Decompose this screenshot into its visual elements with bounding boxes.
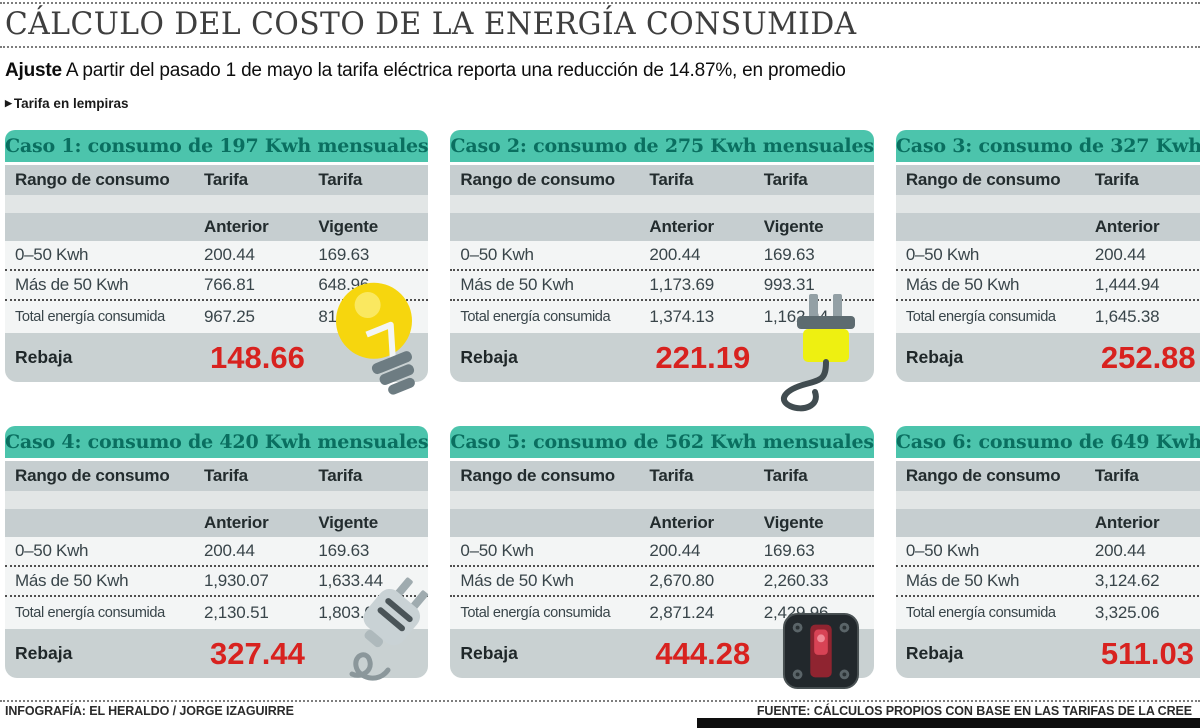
col-header-vigente: Vigente bbox=[318, 217, 379, 236]
table-row: 0–50 Kwh 200.44 169.63 bbox=[895, 241, 1200, 271]
subtitle: Ajuste A partir del pasado 1 de mayo la … bbox=[5, 60, 846, 82]
rebaja-label: Rebaja bbox=[15, 347, 73, 367]
spacer-band bbox=[5, 195, 429, 213]
table-row: 0–50 Kwh 200.44 169.63 bbox=[5, 537, 429, 567]
case-4-title: Caso 4: consumo de 420 Kwh mensuales bbox=[5, 426, 429, 458]
table-row: Más de 50 Kwh 2,670.80 2,260.33 bbox=[450, 567, 874, 597]
col-header-tarifa-1: Tarifa bbox=[204, 170, 248, 189]
table-header-row: Rango de consumo Tarifa Tarifa bbox=[450, 165, 874, 195]
table-row: Más de 50 Kwh 1,444.94 1,222.87 bbox=[895, 271, 1200, 301]
rebaja-value: 148.66 bbox=[210, 339, 305, 375]
table-header-row: Rango de consumo Tarifa Tarifa bbox=[450, 461, 874, 491]
table-subheader-row: Anterior Vigente bbox=[895, 213, 1200, 241]
table-row: 0–50 Kwh 200.44 169.63 bbox=[5, 241, 429, 271]
subtitle-text: A partir del pasado 1 de mayo la tarifa … bbox=[61, 60, 846, 81]
table-subheader-row: Anterior Vigente bbox=[450, 509, 874, 537]
table-header-row: Rango de consumo Tarifa Tarifa bbox=[895, 461, 1200, 491]
case-1-card: Caso 1: consumo de 197 Kwh mensuales Ran… bbox=[5, 130, 429, 395]
table-subheader-row: Anterior Vigente bbox=[450, 213, 874, 241]
table-row: Más de 50 Kwh 1,173.69 993.31 bbox=[450, 271, 874, 301]
rebaja-row: Rebaja 148.66 bbox=[5, 333, 429, 382]
case-6-title: Caso 6: consumo de 649 Kwh mensuales bbox=[895, 426, 1200, 458]
rebaja-row: Rebaja 252.88 bbox=[895, 333, 1200, 382]
case-3-card: Caso 3: consumo de 327 Kwh mensuales Ran… bbox=[895, 130, 1200, 382]
light-switch-icon bbox=[782, 612, 860, 690]
rebaja-value: 444.28 bbox=[655, 635, 751, 671]
spacer-band bbox=[895, 491, 1200, 509]
case-6-card: Caso 6: consumo de 649 Kwh mensuales Ran… bbox=[895, 426, 1200, 678]
power-plug-icon bbox=[330, 574, 442, 696]
case-2-title: Caso 2: consumo de 275 Kwh mensuales bbox=[450, 130, 874, 162]
case-5-card: Caso 5: consumo de 562 Kwh mensuales Ran… bbox=[450, 426, 874, 690]
rebaja-value: 252.88 bbox=[1100, 339, 1196, 375]
case-3-title: Caso 3: consumo de 327 Kwh mensuales bbox=[895, 130, 1200, 162]
table-row-total: Total energía consumida 2,130.51 1,803.0… bbox=[5, 597, 429, 629]
spacer-band bbox=[450, 195, 874, 213]
table-row: Más de 50 Kwh 3,124.62 2,644.40 bbox=[895, 567, 1200, 597]
rebaja-row: Rebaja 511.03 bbox=[895, 629, 1200, 678]
unit-note: ▶ Tarifa en lempiras bbox=[5, 96, 128, 111]
case-4-card: Caso 4: consumo de 420 Kwh mensuales Ran… bbox=[5, 426, 429, 681]
table-subheader-row: Anterior Vigente bbox=[895, 509, 1200, 537]
unit-note-label: Tarifa en lempiras bbox=[13, 96, 129, 111]
page-title: CÁLCULO DEL COSTO DE LA ENERGÍA CONSUMID… bbox=[5, 6, 857, 42]
table-row: Más de 50 Kwh 766.81 648.96 bbox=[5, 271, 429, 301]
footer-dotted-rule bbox=[0, 700, 1200, 702]
spacer-band bbox=[5, 491, 429, 509]
table-row: 0–50 Kwh 200.44 169.63 bbox=[895, 537, 1200, 567]
light-bulb-icon bbox=[328, 278, 432, 404]
rebaja-value: 327.44 bbox=[210, 635, 305, 671]
bottom-black-bar bbox=[697, 718, 1200, 728]
table-header-row: Rango de consumo Tarifa Tarifa bbox=[895, 165, 1200, 195]
table-row-total: Total energía consumida 1,645.38 1,392.5… bbox=[895, 301, 1200, 333]
infographic-credit: INFOGRAFÍA: EL HERALDO / JORGE IZAGUIRRE bbox=[5, 704, 294, 718]
rebaja-value: 511.03 bbox=[1100, 635, 1194, 671]
table-header-row: Rango de consumo Tarifa Tarifa bbox=[5, 461, 429, 491]
table-subheader-row: Anterior Vigente bbox=[5, 213, 429, 241]
col-header-anterior: Anterior bbox=[204, 217, 269, 236]
col-header-range: Rango de consumo bbox=[15, 170, 170, 189]
source-note: FUENTE: CÁLCULOS PROPIOS CON BASE EN LAS… bbox=[756, 704, 1192, 718]
cases-grid: Caso 1: consumo de 197 Kwh mensuales Ran… bbox=[5, 130, 1200, 690]
subtitle-lead: Ajuste bbox=[5, 60, 62, 81]
table-subheader-row: Anterior Vigente bbox=[5, 509, 429, 537]
title-dotted-rule bbox=[0, 46, 1200, 48]
plug-with-cord-icon bbox=[770, 292, 880, 416]
case-1-title: Caso 1: consumo de 197 Kwh mensuales bbox=[5, 130, 429, 162]
table-row: Más de 50 Kwh 1,930.07 1,633.44 bbox=[5, 567, 429, 597]
arrow-bullet-icon: ▶ bbox=[5, 98, 12, 108]
table-row: 0–50 Kwh 200.44 169.63 bbox=[450, 537, 874, 567]
case-5-title: Caso 5: consumo de 562 Kwh mensuales bbox=[450, 426, 874, 458]
col-header-tarifa-2: Tarifa bbox=[318, 170, 363, 189]
top-dotted-rule bbox=[0, 2, 1200, 4]
spacer-band bbox=[895, 195, 1200, 213]
table-row: 0–50 Kwh 200.44 169.63 bbox=[450, 241, 874, 271]
table-row-total: Total energía consumida 3,325.06 2,814.0… bbox=[895, 597, 1200, 629]
rebaja-value: 221.19 bbox=[655, 339, 751, 375]
rebaja-row: Rebaja 327.44 bbox=[5, 629, 429, 678]
table-header-row: Rango de consumo Tarifa Tarifa bbox=[5, 165, 429, 195]
case-2-card: Caso 2: consumo de 275 Kwh mensuales Ran… bbox=[450, 130, 874, 412]
spacer-band bbox=[450, 491, 874, 509]
